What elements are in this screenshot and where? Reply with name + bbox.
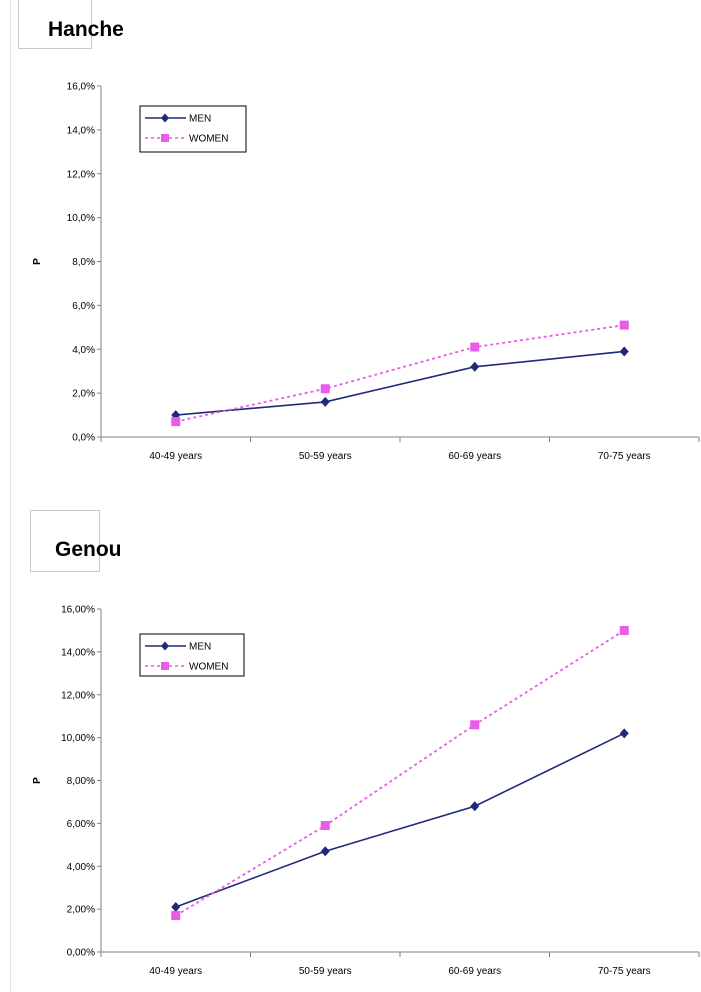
- y-tick-label: 14,0%: [67, 125, 95, 136]
- point-women: [320, 384, 330, 394]
- x-tick-label: 70-75 years: [598, 451, 651, 462]
- y-axis-label: P: [32, 777, 43, 784]
- y-tick-label: 8,00%: [67, 776, 95, 787]
- x-tick-label: 50-59 years: [299, 966, 352, 977]
- y-tick-label: 0,0%: [72, 433, 95, 444]
- y-tick-label: 6,00%: [67, 819, 95, 830]
- y-tick-label: 0,00%: [67, 948, 95, 959]
- point-women: [619, 320, 629, 330]
- legend-box: [139, 633, 245, 677]
- y-axis-label: P: [32, 258, 43, 265]
- point-women: [320, 821, 330, 831]
- x-tick-label: 60-69 years: [448, 966, 501, 977]
- legend-marker-men: [161, 113, 169, 123]
- y-tick-label: 4,00%: [67, 862, 95, 873]
- series-line-women: [175, 629, 625, 917]
- y-tick-label: 14,00%: [61, 647, 95, 658]
- x-tick-label: 40-49 years: [149, 966, 202, 977]
- hanche-title: Hanche: [48, 18, 124, 41]
- x-tick-label: 60-69 years: [448, 451, 501, 462]
- hanche-chart: 0,0% 2,0% 4,0% 6,0% 8,0% 10,0% 12,0% 14,0% 16,0%…: [32, 82, 700, 462]
- x-tick-label: 40-49 years: [149, 451, 202, 462]
- genou-title-box: [30, 510, 100, 572]
- page-left-rule: [10, 0, 11, 992]
- point-women: [171, 417, 181, 427]
- legend-marker-women: [161, 662, 169, 670]
- point-men: [320, 396, 330, 407]
- y-tick-label: 16,00%: [61, 605, 95, 616]
- y-tick-label: 10,00%: [61, 733, 95, 744]
- x-tick-label: 70-75 years: [598, 966, 651, 977]
- point-women: [619, 625, 629, 635]
- legend-label-men: MEN: [189, 642, 211, 653]
- point-men: [470, 801, 480, 812]
- hanche-title-box: [18, 0, 92, 49]
- y-tick-label: 4,0%: [72, 345, 95, 356]
- point-men: [320, 846, 330, 857]
- legend-label-men: MEN: [189, 114, 211, 125]
- genou-title: Genou: [55, 538, 122, 561]
- y-tick-label: 6,0%: [72, 301, 95, 312]
- y-tick-label: 12,0%: [67, 169, 95, 180]
- legend-marker-women: [161, 134, 169, 142]
- legend-marker-men: [161, 641, 169, 651]
- y-tick-label: 12,00%: [61, 690, 95, 701]
- point-men: [619, 346, 629, 357]
- legend-label-women: WOMEN: [189, 662, 228, 673]
- point-women: [171, 911, 181, 921]
- y-tick-label: 16,0%: [67, 82, 95, 93]
- legend-label-women: WOMEN: [189, 134, 228, 145]
- y-tick-label: 2,00%: [67, 905, 95, 916]
- point-men: [470, 361, 480, 372]
- y-tick-label: 2,0%: [72, 389, 95, 400]
- y-tick-label: 10,0%: [67, 213, 95, 224]
- point-men: [619, 728, 629, 739]
- legend-box: [139, 105, 247, 153]
- point-men: [171, 901, 181, 912]
- x-tick-label: 50-59 years: [299, 451, 352, 462]
- series-line-women: [175, 324, 625, 423]
- series-line-men: [175, 732, 625, 908]
- y-tick-label: 8,0%: [72, 257, 95, 268]
- series-line-men: [175, 350, 625, 416]
- point-women: [470, 720, 480, 730]
- point-women: [470, 342, 480, 352]
